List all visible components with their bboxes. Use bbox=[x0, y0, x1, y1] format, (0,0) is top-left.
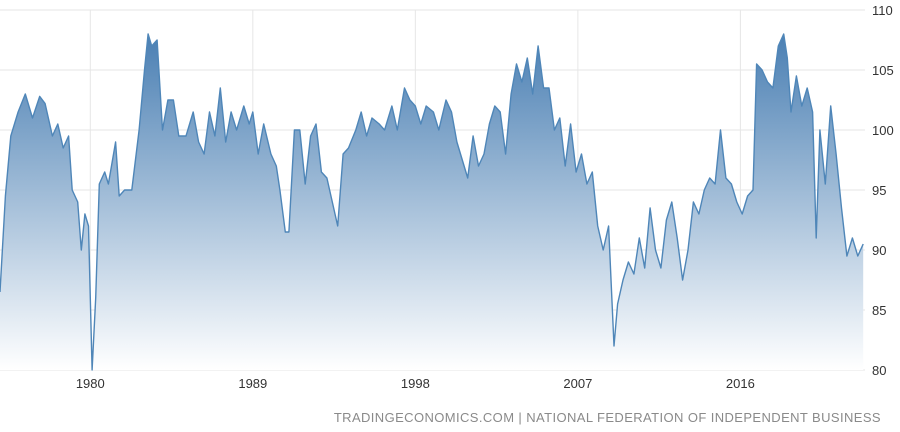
source-attribution: TRADINGECONOMICS.COM | NATIONAL FEDERATI… bbox=[333, 410, 881, 425]
x-tick-label: 1998 bbox=[401, 376, 430, 391]
x-tick-label: 1989 bbox=[238, 376, 267, 391]
y-tick-label: 100 bbox=[872, 123, 894, 138]
x-axis: 1980 1989 1998 2007 2016 bbox=[76, 376, 755, 391]
y-tick-label: 95 bbox=[872, 183, 886, 198]
y-tick-label: 85 bbox=[872, 303, 886, 318]
y-tick-label: 110 bbox=[872, 3, 893, 18]
x-tick-label: 2007 bbox=[563, 376, 592, 391]
y-tick-label: 105 bbox=[872, 63, 894, 78]
series-line bbox=[0, 33, 864, 371]
series-layer bbox=[0, 33, 864, 371]
x-tick-label: 2016 bbox=[726, 376, 755, 391]
x-tick-label: 1980 bbox=[76, 376, 105, 391]
y-tick-label: 90 bbox=[872, 243, 886, 258]
series-area-fill bbox=[0, 34, 864, 370]
y-tick-label: 80 bbox=[872, 363, 886, 378]
y-axis: 80 85 90 95 100 105 110 bbox=[872, 3, 894, 378]
